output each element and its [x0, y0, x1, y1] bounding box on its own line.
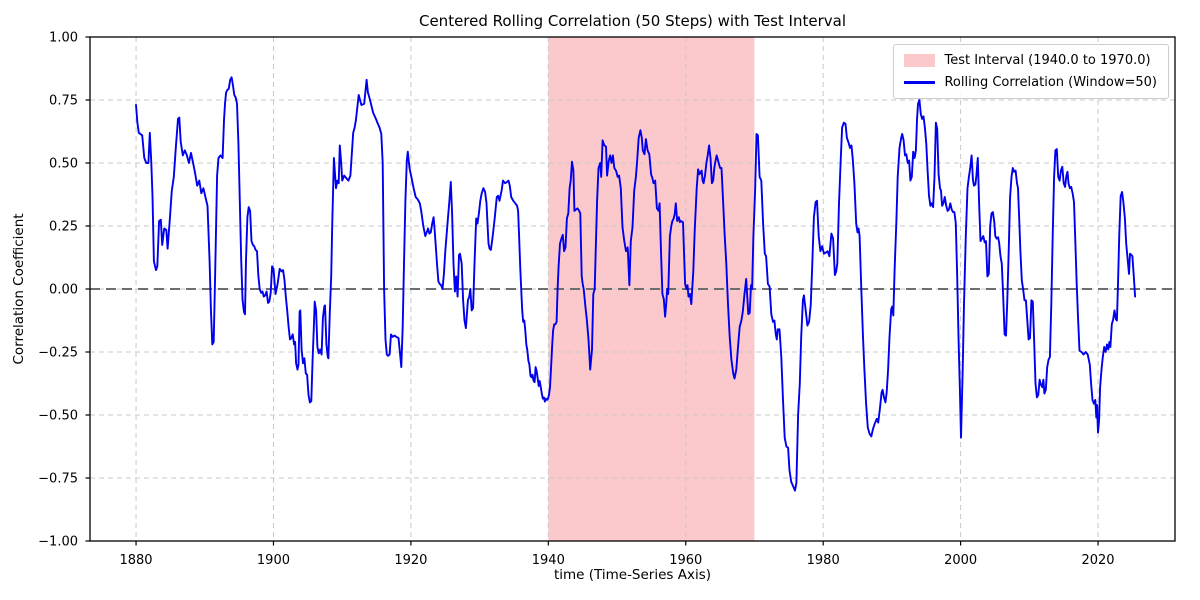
x-tick-label: 1980: [807, 553, 840, 568]
y-tick-label: −0.50: [38, 409, 78, 424]
y-tick-label: 0.00: [49, 283, 78, 298]
x-tick-label: 1900: [257, 553, 290, 568]
y-tick-label: 0.25: [49, 220, 78, 235]
y-tick-label: 0.50: [49, 157, 78, 172]
rolling-correlation-swatch-icon: [904, 81, 936, 84]
plot-border: [89, 36, 1176, 542]
x-tick-label: 1920: [394, 553, 427, 568]
x-tick-label: 1880: [119, 553, 152, 568]
y-axis-label: Correlation Coefficient: [11, 213, 27, 365]
rolling-correlation-line: [135, 76, 1137, 492]
x-axis-label: time (Time-Series Axis): [553, 567, 712, 583]
y-tick-label: −0.75: [38, 472, 78, 487]
y-tick-label: 1.00: [49, 31, 78, 46]
y-tick-label: −1.00: [38, 535, 78, 550]
x-tick-label: 2020: [1081, 553, 1114, 568]
legend-item-label: Test Interval (1940.0 to 1970.0): [944, 53, 1151, 68]
y-tick-label: 0.75: [49, 94, 78, 109]
legend-item-label: Rolling Correlation (Window=50): [944, 75, 1157, 90]
y-tick-label: −0.25: [38, 346, 78, 361]
x-tick-label: 1940: [532, 553, 565, 568]
legend-item-test-interval: Test Interval (1940.0 to 1970.0): [904, 53, 1157, 68]
legend-item-rolling-correlation: Rolling Correlation (Window=50): [904, 75, 1157, 90]
chart-title: Centered Rolling Correlation (50 Steps) …: [418, 12, 847, 30]
test-interval-swatch-icon: [904, 54, 936, 67]
x-tick-label: 2000: [944, 553, 977, 568]
x-tick-label: 1960: [669, 553, 702, 568]
legend: Test Interval (1940.0 to 1970.0) Rolling…: [893, 44, 1169, 99]
